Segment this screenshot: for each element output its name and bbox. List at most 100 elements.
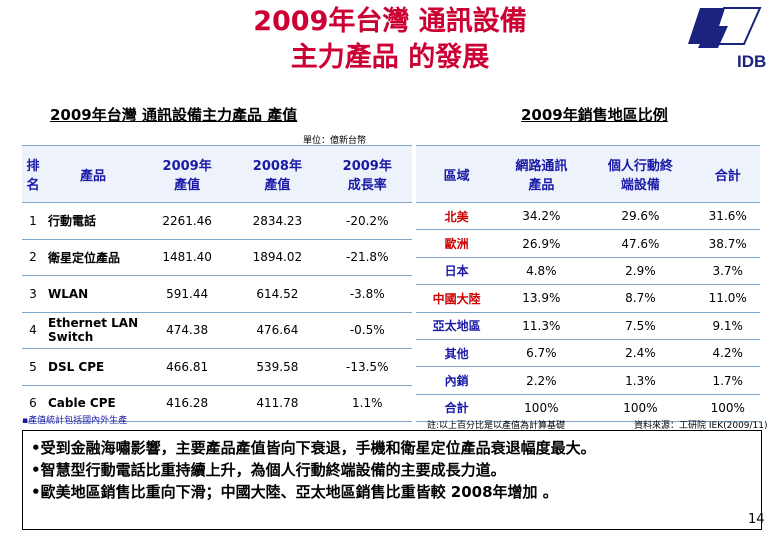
mobile-share-cell: 100%	[585, 393, 696, 423]
header-mobile: 個人行動終 端設備	[585, 145, 696, 203]
growth-cell: -21.8%	[322, 238, 412, 276]
total-share-cell: 100%	[695, 393, 760, 423]
mobile-share-cell: 8.7%	[585, 284, 696, 313]
value-2008-cell: 539.58	[232, 348, 323, 386]
network-share-cell: 11.3%	[497, 311, 586, 340]
table-row: 北美 34.2% 29.6% 31.6%	[416, 201, 760, 231]
mobile-share-cell: 2.9%	[585, 256, 696, 286]
summary-bullet-3: •歐美地區銷售比重向下滑；中國大陸、亞太地區銷售比重皆較 2008年增加 。	[31, 483, 558, 501]
right-section-heading: 2009年銷售地區比例	[521, 106, 668, 124]
summary-bullet-2: •智慧型行動電話比重持續上升，為個人行動終端設備的主要成長力道。	[31, 461, 506, 479]
mobile-share-cell: 2.4%	[585, 338, 696, 368]
value-2009-cell: 416.28	[142, 384, 233, 422]
slide-title: 2009年台灣 通訊設備 主力產品 的發展	[0, 4, 780, 76]
value-2009-cell: 1481.40	[142, 238, 233, 276]
table-row: 內銷 2.2% 1.3% 1.7%	[416, 366, 760, 395]
source-note: 資料來源：工研院 IEK(2009/11)	[634, 421, 768, 431]
summary-box: •受到金融海嘯影響，主要產品產值皆向下衰退，手機和衛星定位產品衰退幅度最大。 •…	[22, 430, 762, 530]
title-line-1: 2009年台灣 通訊設備	[253, 6, 527, 37]
title-line-2: 主力產品 的發展	[290, 42, 490, 73]
unit-label: 單位：億新台幣	[303, 136, 367, 146]
mobile-share-cell: 7.5%	[585, 311, 696, 340]
summary-bullet-1: •受到金融海嘯影響，主要產品產值皆向下衰退，手機和衛星定位產品衰退幅度最大。	[31, 439, 596, 457]
production-value-table: 排名 產品 2009年 產值 2008年 產值 2009年 成長率 1 行動電話 2261…	[22, 145, 412, 422]
growth-cell: -13.5%	[322, 348, 412, 386]
left-note: ▪產值統計包括國內外生產	[22, 416, 128, 426]
product-cell: WLAN	[44, 275, 142, 313]
total-share-cell: 11.0%	[695, 284, 760, 313]
rank-cell: 1	[22, 202, 44, 240]
logo-text: IDB	[737, 52, 767, 71]
total-share-cell: 31.6%	[695, 201, 760, 231]
network-share-cell: 4.8%	[497, 256, 586, 286]
table-row: 合計 100% 100% 100%	[416, 393, 760, 423]
region-cell: 北美	[416, 201, 498, 231]
table-row: 4 Ethernet LAN Switch 474.38 476.64 -0.5%	[22, 311, 412, 349]
value-2009-cell: 474.38	[142, 311, 233, 349]
header-total: 合計	[695, 145, 760, 203]
growth-cell: -20.2%	[322, 202, 412, 240]
growth-cell: -3.8%	[322, 275, 412, 313]
network-share-cell: 2.2%	[497, 366, 586, 395]
region-cell: 內銷	[416, 366, 498, 395]
total-share-cell: 1.7%	[695, 366, 760, 395]
network-share-cell: 100%	[497, 393, 586, 423]
left-section-heading: 2009年台灣 通訊設備主力產品 產值	[50, 106, 298, 124]
table-row: 其他 6.7% 2.4% 4.2%	[416, 338, 760, 368]
rank-cell: 5	[22, 348, 44, 386]
rank-cell: 4	[22, 311, 44, 349]
product-cell: 行動電話	[44, 202, 142, 240]
header-growth: 2009年 成長率	[322, 145, 412, 203]
header-rank: 排名	[22, 145, 44, 203]
page-number: 14	[748, 512, 765, 527]
rank-cell: 3	[22, 275, 44, 313]
value-2009-cell: 591.44	[142, 275, 233, 313]
table-row: 5 DSL CPE 466.81 539.58 -13.5%	[22, 348, 412, 386]
table-row: 1 行動電話 2261.46 2834.23 -20.2%	[22, 202, 412, 240]
table-row: 2 衛星定位產品 1481.40 1894.02 -21.8%	[22, 238, 412, 276]
header-region: 區域	[416, 145, 498, 203]
rank-cell: 6	[22, 384, 44, 422]
table-row: 歐洲 26.9% 47.6% 38.7%	[416, 229, 760, 258]
rank-cell: 2	[22, 238, 44, 276]
region-cell: 歐洲	[416, 229, 498, 258]
value-2008-cell: 1894.02	[232, 238, 323, 276]
sales-region-table: 區域 網路通訊 產品 個人行動終 端設備 合計 北美 34.2% 29.6% 31.6% 歐…	[416, 145, 760, 423]
total-share-cell: 38.7%	[695, 229, 760, 258]
idb-logo-icon	[688, 7, 762, 48]
table-row: 3 WLAN 591.44 614.52 -3.8%	[22, 275, 412, 313]
network-share-cell: 6.7%	[497, 338, 586, 368]
table-header-row: 區域 網路通訊 產品 個人行動終 端設備 合計	[416, 145, 760, 203]
value-2008-cell: 476.64	[232, 311, 323, 349]
header-2009-value: 2009年 產值	[142, 145, 233, 203]
product-cell: 衛星定位產品	[44, 238, 142, 276]
product-cell: Ethernet LAN Switch	[44, 311, 142, 349]
total-share-cell: 4.2%	[695, 338, 760, 368]
growth-cell: -0.5%	[322, 311, 412, 349]
network-share-cell: 26.9%	[497, 229, 586, 258]
header-2008-value: 2008年 產值	[232, 145, 323, 203]
table-row: 日本 4.8% 2.9% 3.7%	[416, 256, 760, 286]
value-2009-cell: 2261.46	[142, 202, 233, 240]
mobile-share-cell: 1.3%	[585, 366, 696, 395]
value-2008-cell: 2834.23	[232, 202, 323, 240]
region-cell: 其他	[416, 338, 498, 368]
header-product: 產品	[44, 145, 142, 203]
value-2009-cell: 466.81	[142, 348, 233, 386]
network-share-cell: 34.2%	[497, 201, 586, 231]
table-row: 亞太地區 11.3% 7.5% 9.1%	[416, 311, 760, 340]
table-row: 6 Cable CPE 416.28 411.78 1.1%	[22, 384, 412, 422]
region-cell: 亞太地區	[416, 311, 498, 340]
network-share-cell: 13.9%	[497, 284, 586, 313]
header-network: 網路通訊 產品	[497, 145, 586, 203]
value-2008-cell: 614.52	[232, 275, 323, 313]
region-cell: 中國大陸	[416, 284, 498, 313]
region-cell: 合計	[416, 393, 498, 423]
region-cell: 日本	[416, 256, 498, 286]
table-header-row: 排名 產品 2009年 產值 2008年 產值 2009年 成長率	[22, 145, 412, 203]
total-share-cell: 9.1%	[695, 311, 760, 340]
value-2008-cell: 411.78	[232, 384, 323, 422]
table-row: 中國大陸 13.9% 8.7% 11.0%	[416, 284, 760, 313]
right-note: 註:以上百分比是以產值為計算基礎	[427, 421, 566, 431]
mobile-share-cell: 29.6%	[585, 201, 696, 231]
